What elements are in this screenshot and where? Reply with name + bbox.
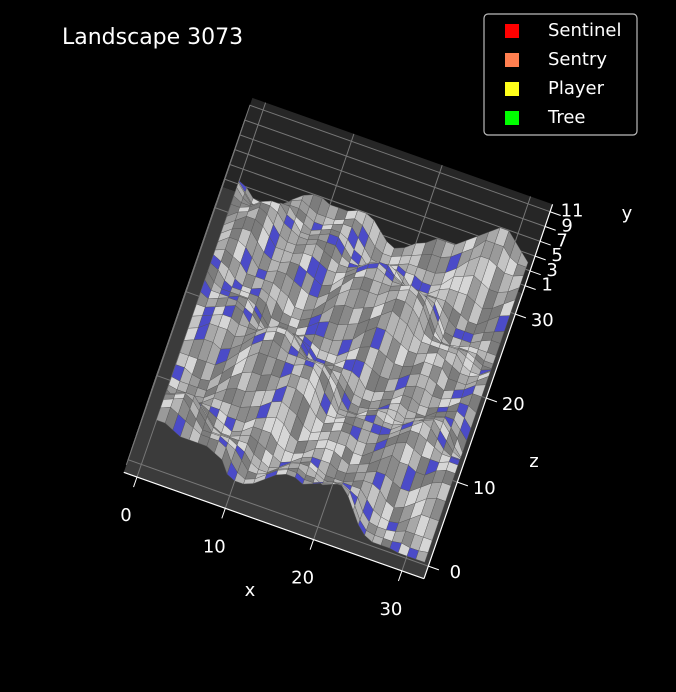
x-tick-label: 20 bbox=[291, 568, 314, 589]
chart-title: Landscape 3073 bbox=[62, 25, 243, 50]
z-tick-label: 0 bbox=[450, 562, 461, 583]
terrain-tile bbox=[332, 219, 345, 225]
terrain-tile bbox=[388, 285, 402, 292]
x-tick bbox=[397, 570, 403, 582]
terrain-tile bbox=[300, 456, 313, 463]
terrain-tile bbox=[333, 417, 346, 424]
terrain-tile bbox=[436, 406, 449, 413]
terrain-tile bbox=[275, 469, 289, 476]
y-tick-label: 1 bbox=[541, 275, 552, 296]
legend-swatch bbox=[505, 53, 519, 67]
y-tick bbox=[539, 240, 551, 246]
legend-label: Tree bbox=[547, 107, 586, 128]
y-tick bbox=[534, 255, 546, 261]
legend-swatch bbox=[505, 111, 519, 125]
y-tick bbox=[549, 211, 561, 216]
surface bbox=[156, 180, 529, 563]
x-tick bbox=[133, 476, 138, 488]
x-tick-label: 10 bbox=[203, 536, 226, 557]
terrain-tile bbox=[365, 410, 379, 416]
terrain-tile bbox=[163, 393, 176, 400]
z-tick bbox=[428, 565, 440, 571]
z-tick-label: 30 bbox=[531, 310, 554, 331]
z-tick bbox=[486, 397, 498, 403]
y-tick-label: 5 bbox=[551, 245, 562, 266]
legend-label: Player bbox=[548, 78, 605, 99]
terrain-tile bbox=[173, 393, 186, 400]
legend-label: Sentinel bbox=[548, 20, 621, 41]
y-tick-label: 3 bbox=[546, 260, 557, 281]
legend-swatch bbox=[505, 82, 519, 96]
y-tick bbox=[524, 285, 536, 290]
y-axis-label: y bbox=[622, 203, 633, 224]
terrain-tile bbox=[319, 229, 332, 235]
y-tick-label: 9 bbox=[561, 216, 572, 237]
legend-frame bbox=[483, 13, 638, 136]
y-tick bbox=[529, 270, 541, 276]
z-tick bbox=[515, 313, 527, 319]
y-tick bbox=[544, 226, 556, 231]
terrain-tile bbox=[237, 206, 251, 213]
x-tick bbox=[309, 539, 315, 550]
z-tick-label: 10 bbox=[473, 478, 496, 499]
terrain-tile bbox=[415, 550, 429, 563]
axis-line bbox=[522, 204, 554, 294]
terrain-tile bbox=[243, 478, 256, 485]
y-tick-label: 7 bbox=[556, 230, 567, 251]
z-tick-label: 20 bbox=[502, 394, 525, 415]
legend-label: Sentry bbox=[548, 49, 607, 70]
x-tick bbox=[221, 508, 226, 519]
y-tick-label: 11 bbox=[561, 201, 584, 222]
axis-line bbox=[423, 292, 524, 579]
grid-line bbox=[150, 104, 551, 392]
legend: Sentinel Sentry Player Tree bbox=[483, 13, 638, 136]
x-tick-label: 0 bbox=[120, 505, 131, 526]
axis-line bbox=[123, 471, 425, 580]
z-axis-label: z bbox=[529, 451, 538, 472]
terrain-tile bbox=[305, 239, 319, 245]
x-axis-label: x bbox=[245, 580, 256, 601]
legend-swatch bbox=[505, 24, 519, 38]
z-tick bbox=[457, 481, 469, 487]
x-tick-label: 30 bbox=[379, 599, 402, 620]
